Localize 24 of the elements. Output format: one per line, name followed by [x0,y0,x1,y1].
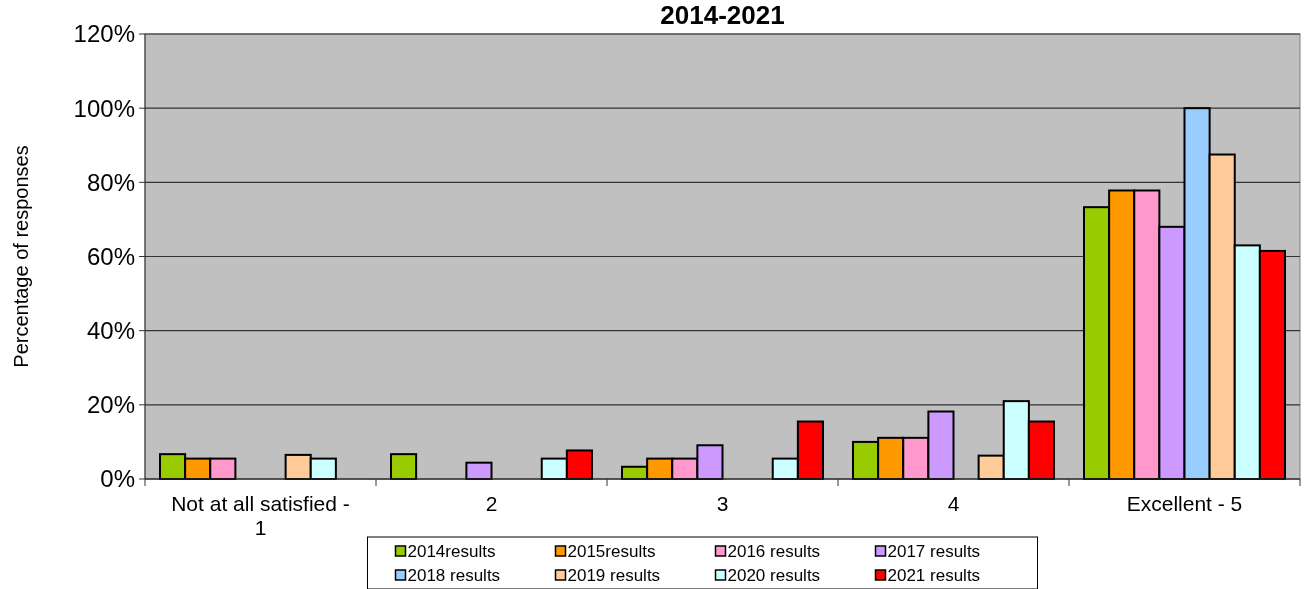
legend-label: 2018 results [407,565,501,585]
y-tick-label: 40% [86,317,135,345]
y-tick-label: 100% [73,94,135,122]
x-tick-label: Excellent - 5 [1126,492,1243,515]
legend-label: 2016 results [727,541,821,561]
bar [390,453,418,480]
legend-label: 2014results [407,541,496,561]
legend-label: 2020 results [727,565,821,585]
y-tick-label: 60% [86,242,135,270]
chart-title: 2014-2021 [660,0,785,30]
y-tick-label: 0% [100,465,135,493]
x-tick-label: 3 [716,492,729,515]
legend-label: 2015results [567,541,656,561]
bar [465,461,493,480]
y-axis-title: Percentage of responses [10,145,32,368]
x-tick-label: 2 [485,492,498,515]
x-tick-label: Not at all satisfied - 1 [171,492,350,539]
y-tick-label: 80% [86,168,135,196]
y-tick-label: 120% [73,20,135,48]
legend-label: 2017 results [887,541,981,561]
y-tick-label: 20% [86,391,135,419]
legend-label: 2019 results [567,565,661,585]
x-tick-label: 4 [947,492,960,515]
legend-label: 2021 results [887,565,981,585]
